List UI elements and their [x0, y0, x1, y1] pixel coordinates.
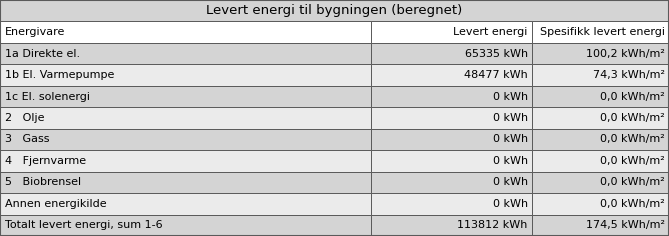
- Text: 1b El. Varmepumpe: 1b El. Varmepumpe: [5, 70, 114, 80]
- Text: 0 kWh: 0 kWh: [492, 156, 528, 166]
- Bar: [371, 129, 532, 150]
- Bar: [0, 64, 371, 86]
- Text: 1a Direkte el.: 1a Direkte el.: [5, 49, 80, 59]
- Bar: [532, 43, 669, 64]
- Bar: [0, 21, 371, 43]
- Text: 0,0 kWh/m²: 0,0 kWh/m²: [600, 135, 665, 144]
- Text: 100,2 kWh/m²: 100,2 kWh/m²: [586, 49, 665, 59]
- Bar: [371, 150, 532, 172]
- Bar: [532, 215, 669, 236]
- Text: 174,5 kWh/m²: 174,5 kWh/m²: [586, 220, 665, 230]
- Bar: [0, 107, 371, 129]
- Text: 0 kWh: 0 kWh: [492, 177, 528, 187]
- Text: Annen energikilde: Annen energikilde: [5, 199, 107, 209]
- Bar: [371, 172, 532, 193]
- Bar: [532, 107, 669, 129]
- Text: 0,0 kWh/m²: 0,0 kWh/m²: [600, 199, 665, 209]
- Bar: [532, 64, 669, 86]
- Text: 48477 kWh: 48477 kWh: [464, 70, 528, 80]
- Bar: [371, 43, 532, 64]
- Text: 3   Gass: 3 Gass: [5, 135, 50, 144]
- Bar: [371, 215, 532, 236]
- Bar: [532, 86, 669, 107]
- Bar: [371, 21, 532, 43]
- Text: 0 kWh: 0 kWh: [492, 135, 528, 144]
- Text: 4   Fjernvarme: 4 Fjernvarme: [5, 156, 86, 166]
- Bar: [0, 215, 371, 236]
- Text: 0,0 kWh/m²: 0,0 kWh/m²: [600, 177, 665, 187]
- Bar: [371, 64, 532, 86]
- Text: Totalt levert energi, sum 1-6: Totalt levert energi, sum 1-6: [5, 220, 163, 230]
- Bar: [0, 43, 371, 64]
- Bar: [532, 150, 669, 172]
- Bar: [532, 21, 669, 43]
- Text: 0 kWh: 0 kWh: [492, 199, 528, 209]
- Text: 1c El. solenergi: 1c El. solenergi: [5, 92, 90, 101]
- Bar: [532, 129, 669, 150]
- Text: Spesifikk levert energi: Spesifikk levert energi: [540, 27, 665, 37]
- Bar: [0, 193, 371, 215]
- Bar: [0, 150, 371, 172]
- Bar: [371, 193, 532, 215]
- Text: 2   Olje: 2 Olje: [5, 113, 45, 123]
- Bar: [532, 172, 669, 193]
- Text: 0 kWh: 0 kWh: [492, 113, 528, 123]
- Bar: [0, 129, 371, 150]
- Bar: [0, 0, 669, 21]
- Text: 113812 kWh: 113812 kWh: [458, 220, 528, 230]
- Text: Energivare: Energivare: [5, 27, 66, 37]
- Text: 0,0 kWh/m²: 0,0 kWh/m²: [600, 113, 665, 123]
- Text: 5   Biobrensel: 5 Biobrensel: [5, 177, 82, 187]
- Text: 0,0 kWh/m²: 0,0 kWh/m²: [600, 92, 665, 101]
- Text: Levert energi til bygningen (beregnet): Levert energi til bygningen (beregnet): [206, 4, 463, 17]
- Text: 65335 kWh: 65335 kWh: [465, 49, 528, 59]
- Bar: [0, 172, 371, 193]
- Text: 0 kWh: 0 kWh: [492, 92, 528, 101]
- Bar: [371, 107, 532, 129]
- Text: 0,0 kWh/m²: 0,0 kWh/m²: [600, 156, 665, 166]
- Text: 74,3 kWh/m²: 74,3 kWh/m²: [593, 70, 665, 80]
- Bar: [371, 86, 532, 107]
- Text: Levert energi: Levert energi: [454, 27, 528, 37]
- Bar: [0, 86, 371, 107]
- Bar: [532, 193, 669, 215]
